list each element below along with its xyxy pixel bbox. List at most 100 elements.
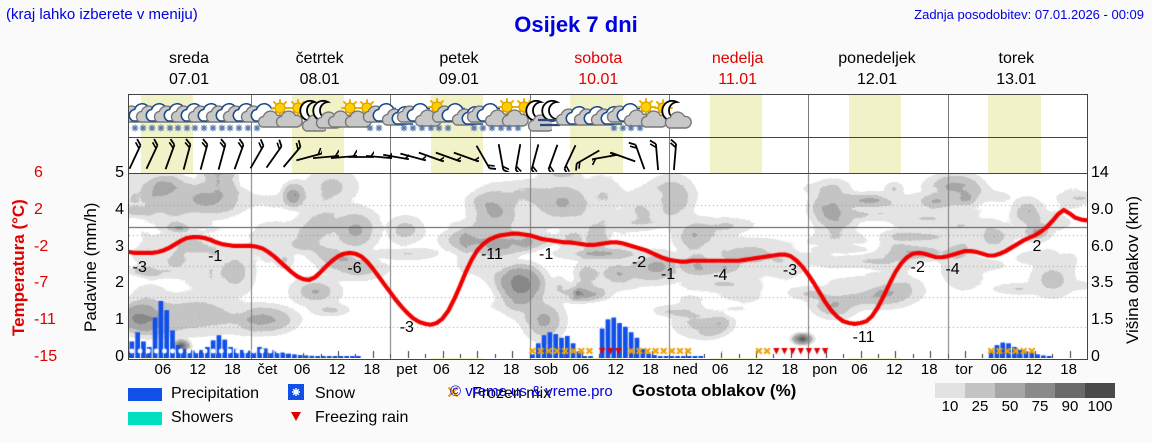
day-separator: [250, 138, 252, 173]
cloud-density-step: [1025, 383, 1055, 398]
temperature-label: -6: [347, 259, 362, 277]
snow-icon: [283, 384, 309, 404]
wind-barb: [157, 138, 183, 173]
x-tick-label: 18: [1060, 361, 1077, 378]
daylight-band: [988, 138, 1041, 173]
wind-barb: [418, 138, 444, 173]
precipitation-tick: 2: [115, 274, 124, 292]
temperature-axis-title: Temperatura (°C): [9, 199, 28, 336]
temperature-label: -1: [539, 245, 554, 263]
cloud-density-step: [995, 383, 1025, 398]
wind-barb: [139, 138, 165, 173]
temperature-tick: -2: [34, 237, 49, 255]
day-name: torek: [998, 50, 1035, 67]
x-tick-label: 18: [920, 361, 938, 378]
x-tick-label: 06: [293, 361, 311, 378]
daylight-band: [848, 138, 902, 173]
location-hint[interactable]: (kraj lahko izberete v meniju): [6, 6, 198, 23]
day-separator: [668, 138, 670, 173]
cloud-height-tick: 0: [1091, 348, 1100, 365]
cloud-density-tick: 50: [1001, 398, 1019, 415]
wind-barb: [435, 138, 462, 173]
day-header-torek: torek 13.01: [947, 44, 1086, 92]
x-tick-label: ned: [672, 361, 698, 378]
cloud-density-legend-title: Gostota oblakov (%): [632, 381, 797, 400]
legend-frozen-mix: Frozen mix: [440, 383, 551, 405]
legend-freezing-rain: Freezing rain: [283, 407, 408, 429]
temperature-tick: -15: [34, 348, 58, 365]
legend-showers-label: Showers: [171, 409, 234, 426]
wind-barb: [129, 138, 148, 173]
x-tick-label: 06: [572, 361, 590, 378]
day-header-četrtek: četrtek 08.01: [250, 44, 389, 92]
page-title: Osijek 7 dni: [514, 12, 638, 37]
x-tick-label: 12: [468, 361, 485, 378]
x-tick-label: 12: [328, 361, 346, 378]
temperature-label: -11: [480, 245, 503, 263]
x-tick-label: 18: [363, 361, 381, 378]
day-separator: [947, 138, 949, 173]
freezing-rain-icon: [283, 409, 309, 427]
day-date: 07.01: [168, 71, 209, 88]
temperature-value-labels: -3 -1 -6 -3 -11 -1 -2 -1 -4 -3 -11 -2 -4 2: [129, 174, 1087, 359]
wind-barb: [191, 138, 217, 173]
x-tick-label: 12: [1025, 361, 1043, 378]
cloud-density-tick: 75: [1031, 398, 1049, 415]
wind-barb: [209, 138, 235, 173]
day-date: 13.01: [996, 71, 1037, 88]
x-tick-label: 06: [711, 361, 729, 378]
wind-barb: [226, 138, 252, 173]
cloud-density-step: [1085, 383, 1115, 398]
legend-precipitation-label: Precipitation: [171, 385, 260, 402]
day-date: 12.01: [856, 71, 897, 88]
last-update-text: Zadnja posodobitev: 07.01.2026 - 00:09: [914, 7, 1144, 22]
precipitation-tick: 4: [115, 200, 124, 218]
wind-barb: [557, 138, 583, 173]
temperature-label: -4: [945, 260, 960, 278]
daylight-band: [709, 95, 762, 137]
legend-freezing-rain-label: Freezing rain: [315, 409, 409, 426]
day-name: ponedeljek: [838, 50, 916, 67]
precipitation-axis-title: Padavine (mm/h): [81, 202, 100, 333]
x-tick-label: 18: [642, 361, 659, 378]
cloud-density-tick: 100: [1087, 398, 1113, 415]
day-date: 08.01: [299, 71, 340, 88]
temperature-label: -3: [782, 262, 798, 280]
wind-barb: [174, 138, 200, 173]
day-separator: [808, 95, 810, 137]
temperature-label: -2: [631, 254, 647, 272]
wind-barb-row: [128, 138, 1088, 174]
weather-icon-sun-cloud: [257, 95, 291, 137]
cloud-height-tick: 3.5: [1091, 274, 1114, 292]
x-tick-label: čet: [257, 361, 278, 378]
x-tick-label: 06: [990, 361, 1008, 378]
cloud-height-tick: 6.0: [1091, 237, 1114, 255]
daylight-band: [709, 138, 762, 173]
day-header-ponedeljek: ponedeljek 12.01: [807, 44, 946, 92]
cloud-density-colorbar-labels: 10 25 50 75 90 100: [935, 398, 1115, 416]
temperature-tick: -11: [34, 311, 56, 329]
x-tick-label: 06: [851, 361, 868, 378]
wind-barb: [627, 138, 653, 173]
temperature-label: -1: [660, 265, 676, 283]
legend-precipitation: Precipitation: [128, 383, 259, 405]
cloud-density-tick: 25: [971, 398, 989, 415]
wind-barb: [470, 138, 497, 173]
temperature-label: -3: [132, 258, 147, 276]
x-tick-label: 12: [189, 361, 207, 378]
cloud-density-tick: 90: [1061, 398, 1079, 415]
daylight-band: [988, 95, 1041, 137]
cloud-density-step: [1055, 383, 1085, 398]
wind-barb: [488, 138, 514, 173]
day-header-sreda: sreda 07.01: [128, 44, 250, 92]
wind-barb: [540, 138, 566, 173]
x-tick-label: 12: [886, 361, 903, 378]
temperature-tick: 2: [34, 200, 43, 218]
copyright-link[interactable]: © vreme.us & vreme.pro: [450, 383, 613, 400]
weather-icon-row: [128, 94, 1088, 138]
day-name: nedelja: [711, 50, 764, 67]
x-tick-label: 06: [154, 361, 172, 378]
precipitation-swatch: [128, 387, 162, 401]
day-separator: [947, 95, 949, 137]
x-tick-label: pon: [812, 361, 838, 378]
